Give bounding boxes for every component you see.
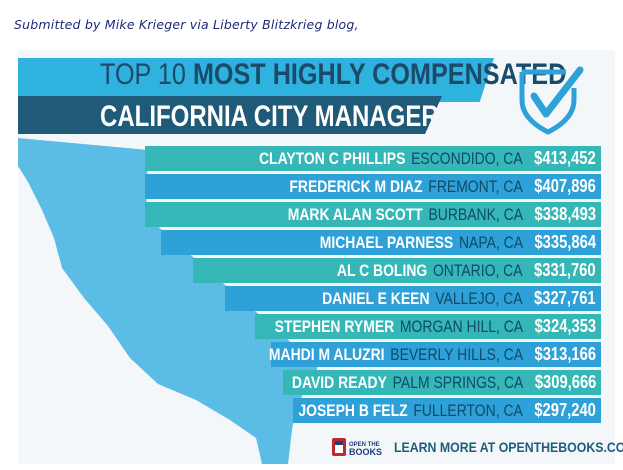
- manager-name: DANIEL E KEEN: [322, 288, 431, 308]
- list-item: FREDERICK M DIAZ FREMONT, CA $407,896: [145, 174, 601, 199]
- california-map: [18, 138, 318, 464]
- list-item: CLAYTON C PHILLIPS ESCONDIDO, CA $413,45…: [145, 146, 601, 171]
- logo-line2: BOOKS: [349, 447, 382, 457]
- list-item: MICHAEL PARNESS NAPA, CA $335,864: [161, 230, 601, 255]
- list-item: JOSEPH B FELZ FULLERTON, CA $297,240: [293, 398, 601, 423]
- manager-name: FREDERICK M DIAZ: [289, 176, 423, 196]
- city: NAPA, CA: [458, 232, 524, 252]
- list-item: DAVID READY PALM SPRINGS, CA $309,666: [283, 370, 601, 395]
- list-item: AL C BOLING ONTARIO, CA $331,760: [193, 258, 601, 283]
- list-item: DANIEL E KEEN VALLEJO, CA $327,761: [225, 286, 601, 311]
- title-most-highly: MOST HIGHLY COMPENSATED: [192, 58, 567, 91]
- manager-name: AL C BOLING: [337, 260, 428, 280]
- city: PALM SPRINGS, CA: [392, 372, 524, 392]
- title-line1: TOP 10 MOST HIGHLY COMPENSATED: [100, 58, 566, 92]
- footer-text: LEARN MORE AT OPENTHEBOOKS.COM: [394, 439, 623, 455]
- website-link[interactable]: OPENTHEBOOKS.COM: [498, 439, 623, 455]
- infographic: TOP 10 MOST HIGHLY COMPENSATED CALIFORNI…: [18, 50, 623, 464]
- city: ESCONDIDO, CA: [411, 148, 524, 168]
- city: VALLEJO, CA: [435, 288, 524, 308]
- title-top10: TOP 10: [100, 58, 186, 91]
- title-band-bottom: CALIFORNIA CITY MANAGERS: [18, 96, 442, 134]
- salary: $324,353: [534, 316, 597, 336]
- manager-name: MAHDI M ALUZRI: [268, 344, 385, 364]
- salary: $413,452: [534, 148, 597, 168]
- city: MORGAN HILL, CA: [399, 316, 524, 336]
- open-the-books-logo-icon: OPEN THE BOOKS: [332, 438, 382, 457]
- list-item: MARK ALAN SCOTT BURBANK, CA $338,493: [145, 202, 601, 227]
- title-band-top: [18, 58, 494, 102]
- title-line2: CALIFORNIA CITY MANAGERS: [100, 100, 455, 133]
- city: ONTARIO, CA: [433, 260, 524, 280]
- salary: $313,166: [534, 344, 597, 364]
- city: FREMONT, CA: [428, 176, 524, 196]
- salary: $338,493: [534, 204, 597, 224]
- salary: $297,240: [534, 400, 597, 420]
- manager-name: CLAYTON C PHILLIPS: [259, 148, 406, 168]
- city: BEVERLY HILLS, CA: [390, 344, 524, 364]
- footer: OPEN THE BOOKS LEARN MORE AT OPENTHEBOOK…: [332, 436, 623, 458]
- salary: $335,864: [534, 232, 597, 252]
- city: FULLERTON, CA: [413, 400, 524, 420]
- salary: $331,760: [534, 260, 597, 280]
- manager-name: MICHAEL PARNESS: [319, 232, 454, 252]
- logo-line1: OPEN THE: [349, 442, 380, 448]
- salary: $309,666: [534, 372, 597, 392]
- learn-more-label: LEARN MORE AT: [394, 439, 496, 455]
- salary: $407,896: [534, 176, 597, 196]
- manager-name: JOSEPH B FELZ: [298, 400, 408, 420]
- list-item: MAHDI M ALUZRI BEVERLY HILLS, CA $313,16…: [268, 342, 601, 367]
- caption: Submitted by Mike Krieger via Liberty Bl…: [14, 17, 359, 32]
- city: BURBANK, CA: [428, 204, 524, 224]
- manager-name: STEPHEN RYMER: [274, 316, 395, 336]
- salary: $327,761: [534, 288, 597, 308]
- checkmark-badge-icon: [519, 66, 584, 135]
- list-item: STEPHEN RYMER MORGAN HILL, CA $324,353: [255, 314, 601, 339]
- manager-name: MARK ALAN SCOTT: [287, 204, 423, 224]
- manager-name: DAVID READY: [291, 372, 387, 392]
